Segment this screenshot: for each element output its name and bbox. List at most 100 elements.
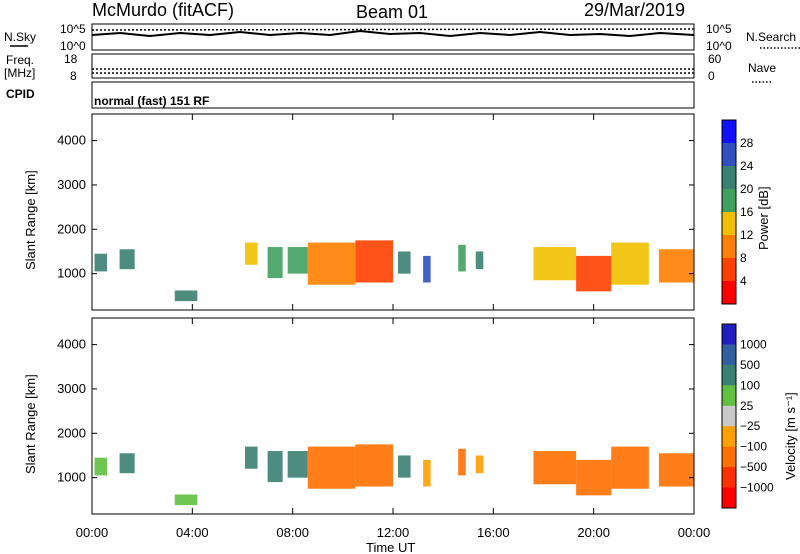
freq-left-label-1: Freq. (6, 53, 34, 67)
velocity-colorbar-tick: 500 (740, 358, 760, 372)
velocity-patch (174, 494, 198, 506)
power-patch (398, 251, 411, 274)
power-patch (307, 242, 356, 285)
power-patch (287, 247, 308, 274)
velocity-patch (94, 457, 108, 476)
power-ytick-label: 3000 (57, 177, 86, 192)
power-patch (533, 247, 577, 281)
power-ytick-label: 2000 (57, 221, 86, 236)
velocity-patch (576, 459, 612, 496)
power-colorbar-segment (722, 143, 736, 167)
velocity-ylabel: Slant Range [km] (23, 374, 38, 474)
power-patch (611, 242, 649, 285)
power-patch (458, 244, 466, 272)
freq-right-tick-bottom: 0 (708, 69, 715, 83)
beam-title: Beam 01 (356, 2, 428, 22)
x-tick-label: 20:00 (577, 525, 610, 540)
nsearch-trace (91, 28, 695, 31)
x-tick-label: 04:00 (176, 525, 209, 540)
x-tick-label: 16:00 (477, 525, 510, 540)
velocity-patch (658, 453, 694, 487)
velocity-colorbar-segment (722, 426, 736, 448)
power-colorbar-label: Power [dB] (756, 186, 771, 250)
velocity-colorbar-tick: 100 (740, 378, 760, 392)
power-patch (267, 247, 283, 279)
velocity-colorbar-segment (722, 324, 736, 345)
velocity-ytick-label: 4000 (57, 337, 86, 352)
power-patch (423, 255, 431, 283)
power-patch (174, 290, 198, 302)
power-patch (119, 249, 135, 270)
velocity-colorbar-tick: −500 (740, 460, 767, 474)
x-axis-label: Time UT (366, 540, 415, 554)
power-colorbar-segment (722, 166, 736, 190)
x-tick-label: 12:00 (377, 525, 410, 540)
nsky-trace (91, 29, 695, 38)
cpid-panel-frame (91, 81, 695, 109)
power-colorbar-segment (722, 189, 736, 213)
date-title: 29/Mar/2019 (584, 0, 685, 20)
power-colorbar-tick: 28 (740, 136, 754, 150)
power-colorbar-tick: 8 (740, 251, 747, 265)
velocity-patch (398, 455, 411, 478)
x-tick-label: 00:00 (678, 525, 711, 540)
nsky-left-label: N.Sky (4, 30, 36, 44)
power-colorbar-segment (722, 258, 736, 282)
nsky-left-tick-bottom: 10^0 (60, 39, 86, 53)
velocity-colorbar-label: Velocity [m s⁻¹] (783, 392, 798, 480)
power-panel: 4000 3000 2000 1000 Slant Range [km] 28 24 20… (23, 113, 771, 311)
velocity-patch (423, 459, 431, 487)
power-colorbar: 28 24 20 16 12 8 4 (721, 119, 754, 305)
velocity-colorbar-tick: 1000 (740, 337, 767, 351)
power-colorbar-tick: 16 (740, 205, 754, 219)
power-ytick-label: 4000 (57, 133, 86, 148)
velocity-colorbar-segment (722, 446, 736, 468)
velocity-colorbar-segment (722, 364, 736, 386)
power-colorbar-segment (722, 281, 736, 305)
velocity-colorbar-tick: 25 (740, 399, 754, 413)
power-colorbar-tick: 4 (740, 274, 747, 288)
power-colorbar-tick: 24 (740, 159, 754, 173)
velocity-patch (355, 444, 393, 487)
velocity-plot-area (94, 444, 694, 506)
velocity-patch (611, 446, 649, 489)
power-colorbar-tick: 20 (740, 182, 754, 196)
velocity-patch (458, 448, 466, 476)
velocity-patch (475, 455, 484, 474)
velocity-y-axis: 4000 3000 2000 1000 (57, 337, 694, 485)
nsky-panel: N.Sky 10^5 10^0 N.Search 10^5 10^0 (4, 22, 800, 53)
power-patch (576, 255, 612, 292)
velocity-patch (267, 451, 283, 483)
power-colorbar-frame (721, 119, 737, 305)
nsky-right-tick-top: 10^5 (706, 22, 732, 36)
velocity-patch (533, 451, 577, 485)
velocity-colorbar-segment (722, 467, 736, 489)
power-colorbar-segment (722, 235, 736, 259)
velocity-colorbar-segment (722, 405, 736, 427)
power-colorbar-tick: 12 (740, 228, 754, 242)
x-tick-label: 00:00 (76, 525, 109, 540)
velocity-panel: 4000 3000 2000 1000 Slant Range [km] 1000 50… (23, 317, 798, 515)
power-patch (94, 253, 108, 272)
velocity-colorbar-segment (722, 385, 736, 407)
velocity-colorbar-segment (722, 487, 736, 509)
velocity-colorbar-tick: −100 (740, 440, 767, 454)
power-colorbar-segment (722, 120, 736, 144)
velocity-colorbar: 1000 500 100 25 −25 −100 −500 −1000 (721, 323, 774, 509)
velocity-colorbar-segment (722, 344, 736, 366)
freq-right-tick-top: 60 (708, 52, 722, 66)
power-patch (355, 240, 393, 283)
nsky-panel-frame (91, 23, 695, 51)
velocity-colorbar-tick: −25 (740, 419, 761, 433)
x-tick-label: 08:00 (276, 525, 309, 540)
power-y-axis: 4000 3000 2000 1000 (57, 133, 694, 281)
velocity-patch (287, 451, 308, 478)
freq-right-label: Nave (748, 61, 776, 75)
cpid-text: normal (fast) 151 RF (94, 94, 209, 108)
velocity-colorbar-tick: −1000 (740, 481, 774, 495)
time-x-axis: 00:00 04:00 08:00 12:00 16:00 20:00 00:00 (76, 114, 711, 540)
freq-panel: Freq. [MHz] 18 8 Nave 60 0 (4, 52, 776, 83)
cpid-label: CPID (6, 87, 35, 101)
power-ytick-label: 1000 (57, 266, 86, 281)
